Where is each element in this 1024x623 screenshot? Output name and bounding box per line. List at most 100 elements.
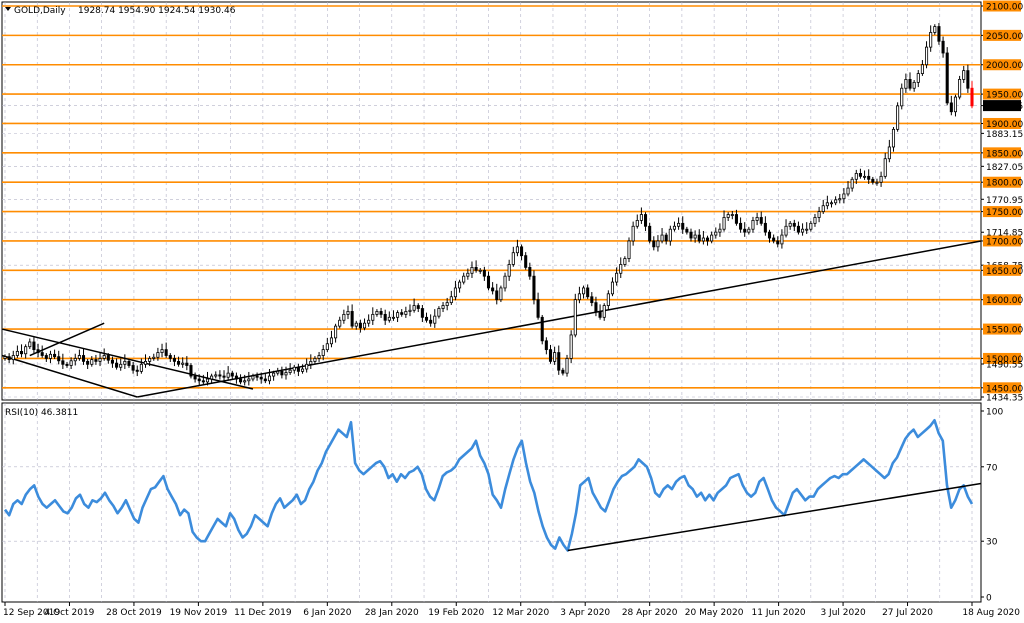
candle-body-bear [19, 350, 24, 355]
candle-body-bull [747, 228, 751, 233]
candle-body-bear [664, 234, 668, 242]
level-price-box [983, 0, 1021, 12]
level-price-box [983, 176, 1021, 188]
level-price-box [983, 294, 1021, 306]
candle-body-bull [904, 79, 908, 89]
candle-body-bull [602, 305, 606, 318]
candle-body-bear [280, 370, 284, 376]
candle-body-bull [313, 358, 317, 362]
candle-body-bear [168, 355, 172, 359]
level-price-box [983, 323, 1021, 335]
x-tick-label: 4 Oct 2019 [45, 608, 95, 618]
candle-body-bull [755, 217, 759, 221]
candle-body-bull [325, 343, 329, 351]
candle-body-bull [247, 378, 251, 382]
candle-body-bear [429, 319, 433, 324]
candle-body-bull [48, 353, 52, 359]
candle-body-bull [28, 341, 32, 348]
x-tick-label: 3 Apr 2020 [560, 608, 610, 618]
candle-body-bear [239, 378, 243, 383]
candle-body-bull [817, 211, 821, 218]
candle-body-bull [883, 158, 887, 177]
candle-body-bull [677, 222, 681, 227]
x-tick-label: 28 Jan 2020 [365, 608, 419, 618]
candle-body-bear [697, 234, 701, 242]
horizontal-levels [2, 5, 981, 389]
candle-body-bull [829, 202, 834, 205]
candle-body-bull [656, 240, 660, 248]
candle-body-bull [251, 375, 255, 380]
candle-body-bull [317, 355, 321, 359]
candle-body-bear [255, 375, 259, 378]
candle-body-bear [65, 363, 69, 366]
candle-body-bear [491, 287, 495, 292]
candle-body-bull [660, 234, 664, 242]
candle-body-bull [371, 313, 375, 321]
candle-body-bear [739, 222, 743, 230]
candle-body-bear [949, 102, 953, 113]
candle-body-bull [119, 363, 123, 368]
level-price-box [983, 29, 1021, 41]
candle-body-bull [780, 234, 784, 245]
candle-body-bear [172, 358, 176, 362]
candle-body-bear [350, 311, 354, 327]
candle-body-bull [338, 319, 342, 327]
candle-body-bull [214, 374, 218, 377]
candle-body-bull [511, 252, 515, 265]
collapse-triangle-icon[interactable] [5, 7, 11, 11]
level-price-box [983, 88, 1021, 100]
candle-body-bear [32, 341, 36, 351]
candle-body-bear [164, 349, 168, 356]
candle-body-bull [391, 316, 395, 319]
candle-body-bear [586, 287, 590, 298]
candle-body-bear [230, 372, 234, 377]
candle-body-bull [453, 287, 457, 298]
candle-body-bear [970, 87, 974, 107]
candle-body-bull [710, 234, 714, 242]
y-tick-label: 1650.00 [986, 267, 1023, 277]
candle-body-bull [362, 322, 367, 329]
x-tick-label: 3 Jul 2020 [820, 608, 865, 618]
x-tick-label: 28 Apr 2020 [622, 608, 678, 618]
y-tick-label: 1434.35 [986, 394, 1023, 404]
candle-body-bull [610, 281, 615, 295]
candle-body-bear [7, 356, 11, 361]
candle-body-bull [553, 352, 557, 362]
chart-header: GOLD,Daily 1928.74 1954.90 1924.54 1930.… [5, 6, 236, 16]
candle-body-bear [734, 214, 738, 224]
candle-body-bear [486, 275, 491, 289]
candle-body-bull [73, 358, 77, 362]
candle-body-bear [792, 222, 796, 227]
y-tick-label: 1600.00 [986, 296, 1023, 306]
candle-body-bull [342, 313, 346, 321]
candle-body-bull [606, 293, 610, 306]
candle-body-bull [301, 368, 305, 372]
candle-body-bull [838, 198, 842, 201]
x-tick-label: 11 Jun 2020 [752, 608, 806, 618]
rsi-y-tick-label: 100 [986, 408, 1003, 418]
candle-body-bear [685, 228, 689, 233]
candle-body-bear [528, 266, 532, 277]
candle-body-bull [433, 315, 437, 324]
candle-body-bull [226, 372, 230, 378]
candlesticks [3, 23, 974, 386]
x-tick-label: 6 Jan 2020 [303, 608, 351, 618]
candle-body-bull [825, 202, 829, 207]
candle-body-bull [77, 355, 81, 359]
candle-body-bull [627, 240, 631, 259]
candle-body-bear [871, 178, 875, 183]
rsi-pane[interactable]: 100 70 30 0 RSI(10) 46.3811 [1, 402, 1003, 604]
candle-body-bull [205, 378, 210, 383]
candle-body-bear [36, 349, 40, 353]
candle-body-bear [424, 316, 429, 321]
candle-body-bull [503, 275, 507, 289]
y-tick-label: 2100.00 [986, 3, 1023, 13]
candle-body-bull [875, 181, 879, 184]
candle-body-bull [69, 360, 73, 366]
candle-body-bull [507, 264, 511, 277]
rsi-trendline [567, 482, 982, 552]
x-tick-label: 11 Dec 2019 [234, 608, 292, 618]
